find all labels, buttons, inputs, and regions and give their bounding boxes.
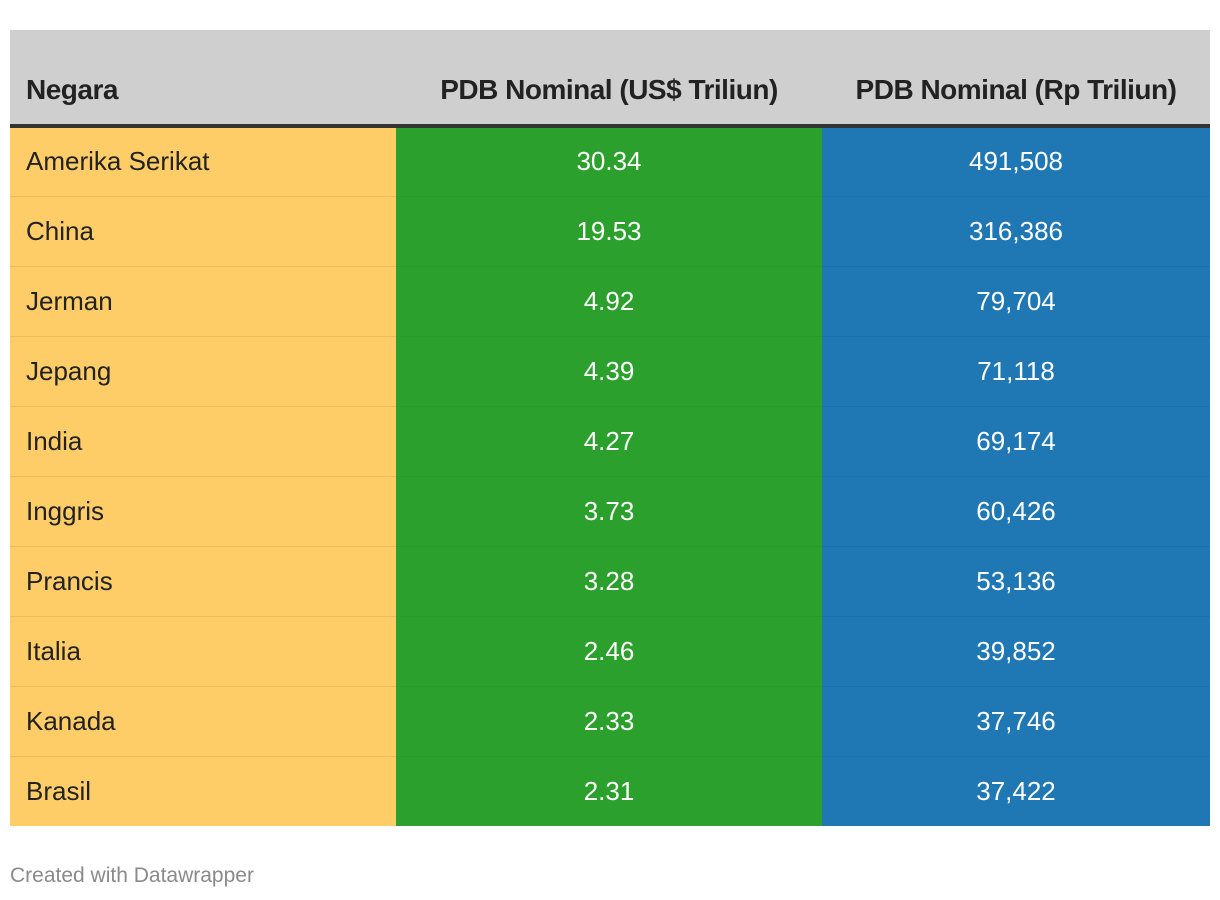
table-row: Jepang 4.39 71,118 (10, 336, 1210, 407)
table-body: Amerika Serikat 30.34 491,508 China 19.5… (10, 126, 1210, 826)
column-header-gdp-usd[interactable]: PDB Nominal (US$ Triliun) (396, 30, 822, 128)
table-row: Italia 2.46 39,852 (10, 616, 1210, 687)
gdp-idr-cell: 69,174 (822, 406, 1210, 477)
gdp-table: Negara PDB Nominal (US$ Triliun) PDB Nom… (10, 30, 1210, 826)
column-header-country[interactable]: Negara (10, 30, 396, 128)
gdp-idr-cell: 39,852 (822, 616, 1210, 687)
gdp-usd-cell: 19.53 (396, 196, 822, 267)
table-header-row: Negara PDB Nominal (US$ Triliun) PDB Nom… (10, 30, 1210, 128)
gdp-usd-cell: 2.31 (396, 756, 822, 826)
gdp-idr-cell: 491,508 (822, 126, 1210, 197)
gdp-idr-cell: 37,422 (822, 756, 1210, 826)
gdp-idr-cell: 37,746 (822, 686, 1210, 757)
gdp-usd-cell: 3.28 (396, 546, 822, 617)
country-cell: Inggris (10, 476, 396, 547)
country-cell: Jerman (10, 266, 396, 337)
gdp-table-container: Negara PDB Nominal (US$ Triliun) PDB Nom… (10, 30, 1210, 826)
table-row: India 4.27 69,174 (10, 406, 1210, 477)
table-row: Amerika Serikat 30.34 491,508 (10, 126, 1210, 197)
table-row: China 19.53 316,386 (10, 196, 1210, 267)
country-cell: Prancis (10, 546, 396, 617)
country-cell: Kanada (10, 686, 396, 757)
country-cell: Italia (10, 616, 396, 687)
table-row: Inggris 3.73 60,426 (10, 476, 1210, 547)
country-cell: India (10, 406, 396, 477)
gdp-usd-cell: 3.73 (396, 476, 822, 547)
gdp-usd-cell: 2.46 (396, 616, 822, 687)
table-row: Prancis 3.28 53,136 (10, 546, 1210, 617)
country-cell: Amerika Serikat (10, 126, 396, 197)
gdp-idr-cell: 71,118 (822, 336, 1210, 407)
column-header-gdp-idr[interactable]: PDB Nominal (Rp Triliun) (822, 30, 1210, 128)
table-row: Kanada 2.33 37,746 (10, 686, 1210, 757)
gdp-idr-cell: 316,386 (822, 196, 1210, 267)
country-cell: Brasil (10, 756, 396, 826)
table-row: Jerman 4.92 79,704 (10, 266, 1210, 337)
datawrapper-credit[interactable]: Created with Datawrapper (10, 864, 254, 887)
table-row: Brasil 2.31 37,422 (10, 756, 1210, 826)
gdp-idr-cell: 60,426 (822, 476, 1210, 547)
gdp-usd-cell: 4.27 (396, 406, 822, 477)
gdp-usd-cell: 30.34 (396, 126, 822, 197)
gdp-idr-cell: 53,136 (822, 546, 1210, 617)
country-cell: China (10, 196, 396, 267)
gdp-usd-cell: 2.33 (396, 686, 822, 757)
gdp-usd-cell: 4.92 (396, 266, 822, 337)
country-cell: Jepang (10, 336, 396, 407)
gdp-usd-cell: 4.39 (396, 336, 822, 407)
gdp-idr-cell: 79,704 (822, 266, 1210, 337)
